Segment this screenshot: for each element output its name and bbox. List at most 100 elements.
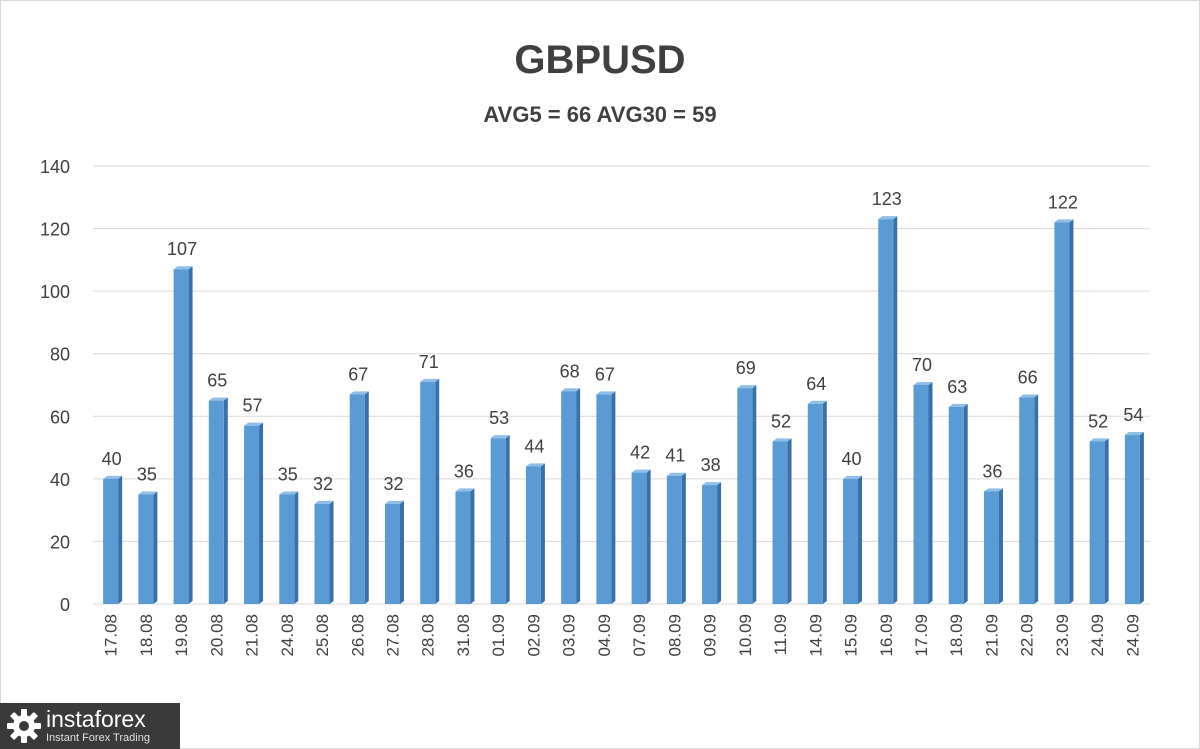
y-tick-label: 40	[50, 470, 70, 490]
data-label: 67	[595, 364, 615, 384]
bar	[631, 472, 647, 604]
data-label: 68	[560, 361, 580, 381]
chart-title: GBPUSD	[514, 38, 686, 82]
bar-top	[843, 475, 863, 479]
bar-side	[998, 488, 1003, 604]
bar-side	[188, 266, 193, 604]
bar-side	[399, 500, 404, 604]
x-tick-label: 24.09	[1088, 614, 1107, 657]
x-tick-label: 31.08	[454, 614, 473, 657]
data-label: 71	[419, 352, 439, 372]
x-tick-label: 17.08	[102, 614, 121, 657]
bar-top	[948, 403, 968, 407]
bar-top	[983, 488, 1003, 492]
bar-side	[118, 475, 123, 604]
data-label: 66	[1018, 368, 1038, 388]
bar-top	[772, 438, 792, 442]
y-tick-label: 80	[50, 345, 70, 365]
bar	[1124, 435, 1140, 604]
bar	[279, 494, 295, 604]
data-label: 69	[736, 358, 756, 378]
x-tick-label: 14.09	[806, 614, 825, 657]
data-label: 41	[665, 446, 685, 466]
x-tick-label: 04.09	[595, 614, 614, 657]
x-tick-label: 19.08	[172, 614, 191, 657]
x-tick-label: 21.08	[243, 614, 262, 657]
bar-side	[893, 216, 898, 604]
bar	[1089, 441, 1105, 604]
bar	[138, 494, 154, 604]
bar	[843, 478, 859, 604]
bar-top	[807, 400, 827, 404]
bar-top	[173, 266, 193, 270]
data-label: 54	[1123, 405, 1143, 425]
x-tick-label: 01.09	[489, 614, 508, 657]
gear-icon	[7, 709, 41, 743]
bar	[208, 400, 224, 604]
x-tick-label: 02.09	[524, 614, 543, 657]
bar-top	[561, 388, 581, 392]
bar-top	[913, 382, 933, 385]
bar	[173, 269, 189, 604]
logo-name: instaforex	[46, 706, 146, 732]
data-label: 52	[1088, 411, 1108, 431]
data-label: 107	[167, 239, 197, 259]
bar	[349, 394, 365, 604]
data-label: 63	[947, 377, 967, 397]
bar-top	[878, 216, 898, 220]
bar-side	[294, 491, 299, 604]
y-tick-label: 140	[40, 157, 70, 177]
bar	[525, 466, 541, 604]
data-label: 64	[806, 374, 826, 394]
bar	[561, 391, 577, 604]
bar-side	[963, 403, 968, 604]
y-tick-label: 60	[50, 407, 70, 427]
data-label: 40	[102, 449, 122, 469]
bar-top	[455, 488, 475, 492]
data-label: 122	[1048, 192, 1078, 212]
bar	[878, 219, 894, 604]
bar-side	[540, 463, 545, 604]
bar-side	[470, 488, 475, 604]
bar-side	[364, 391, 369, 604]
x-tick-label: 26.08	[348, 614, 367, 657]
data-label: 123	[872, 189, 902, 209]
bar-side	[435, 378, 440, 604]
bar-top	[1124, 432, 1144, 436]
bar-side	[681, 472, 686, 604]
bar-top	[349, 391, 369, 395]
bar-top	[737, 385, 757, 389]
x-tick-label: 17.09	[912, 614, 931, 657]
bar-side	[505, 435, 510, 604]
x-tick-label: 21.09	[982, 614, 1001, 657]
bar-top	[596, 391, 616, 395]
bar	[666, 475, 682, 604]
bar-side	[329, 500, 334, 604]
bar-top	[1054, 219, 1074, 223]
data-label: 65	[207, 371, 227, 391]
y-tick-label: 100	[40, 282, 70, 302]
x-tick-label: 08.09	[665, 614, 684, 657]
bar-side	[858, 475, 863, 604]
bar-side	[576, 388, 581, 604]
bar-top	[208, 397, 228, 401]
bar-side	[752, 385, 757, 604]
x-tick-label: 16.09	[877, 614, 896, 657]
bar	[314, 503, 330, 604]
bar-side	[787, 438, 792, 604]
bar-side	[1139, 432, 1144, 604]
y-tick-label: 0	[60, 595, 70, 615]
x-tick-label: 11.09	[771, 614, 790, 655]
x-tick-label: 07.09	[630, 614, 649, 657]
bar-side	[646, 469, 651, 604]
data-label: 32	[383, 474, 403, 494]
data-label: 35	[137, 465, 157, 485]
data-label: 35	[278, 465, 298, 485]
x-tick-label: 18.09	[947, 614, 966, 657]
data-label: 40	[842, 449, 862, 469]
logo-tagline: Instant Forex Trading	[46, 732, 150, 744]
bar-top	[1089, 438, 1109, 442]
bar-top	[279, 491, 299, 495]
